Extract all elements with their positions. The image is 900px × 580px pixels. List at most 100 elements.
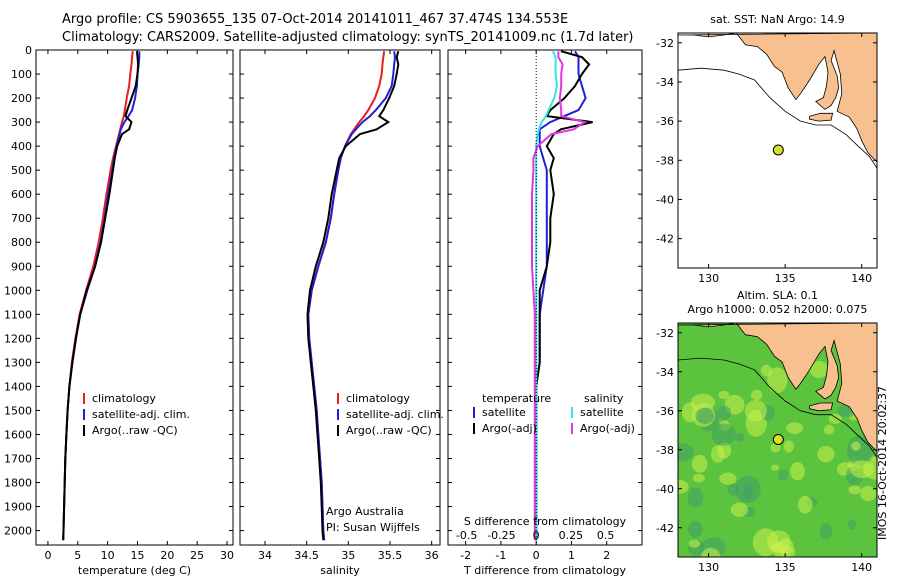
x-tick-label: 30 (220, 549, 234, 562)
sla-anomaly (777, 538, 794, 555)
sla-anomaly (744, 399, 767, 422)
map-frame (677, 322, 878, 558)
sla-anomaly (692, 473, 705, 483)
sla-anomaly (678, 479, 689, 494)
x2-axis-label: S difference from climatology (464, 515, 627, 528)
y-tick-label: -38 (656, 154, 674, 167)
sla-anomaly (710, 445, 725, 463)
y-tick-label: 1700 (4, 452, 32, 465)
map-content (678, 323, 877, 557)
x-tick-label: 140 (851, 272, 872, 285)
kangaroo-island (809, 112, 834, 122)
x-tick-label: 2 (603, 549, 610, 562)
y-tick-label: 1300 (4, 356, 32, 369)
y-tick-label: 2000 (4, 525, 32, 538)
x-tick-label: 135 (775, 561, 796, 574)
x-tick-label: 35.5 (378, 549, 403, 562)
map-title: Altim. SLA: 0.1 (737, 289, 818, 302)
y-tick-label: -34 (656, 76, 674, 89)
panel-sla_map: -32 -34 -36 -38 -40 -42 130 135 140 Altim. SLA: 0… (656, 289, 878, 574)
x-tick-label: 34.5 (294, 549, 319, 562)
legend-entry: satellite-adj. clim. (92, 408, 190, 421)
sla-anomaly (687, 520, 703, 538)
y-tick-label: 100 (11, 68, 32, 81)
sla-anomaly (819, 523, 833, 540)
legend-entry: satellite (482, 406, 526, 419)
float-position-marker (772, 433, 784, 445)
sla-anomaly (688, 539, 701, 548)
y-tick-label: 1800 (4, 477, 32, 490)
x-tick-label: 140 (851, 561, 872, 574)
sla-anomaly (809, 360, 829, 379)
sla-anomaly (687, 487, 704, 508)
y-tick-label: -38 (656, 444, 674, 457)
series-line-argorawqc (62, 51, 140, 541)
map-subtitle: Argo h1000: 0.052 h2000: 0.075 (688, 303, 868, 316)
annotation-text: PI: Susan Wijffels (326, 521, 420, 534)
x-tick-label: 35 (341, 549, 355, 562)
shelf-contour (678, 357, 877, 458)
sla-anomaly (717, 405, 732, 420)
y-tick-label: 1000 (4, 284, 32, 297)
plot-frame (447, 49, 643, 546)
legend-entry: climatology (346, 392, 410, 405)
y-tick-label: -32 (656, 327, 674, 340)
y-tick-label: -36 (656, 115, 674, 128)
x-tick-label: 130 (698, 272, 719, 285)
x-tick-label: 25 (190, 549, 204, 562)
x-tick-label: -2 (460, 549, 471, 562)
x-tick-label: -1 (495, 549, 506, 562)
sla-anomaly (851, 441, 861, 451)
sla-anomaly (735, 432, 745, 442)
sla-anomaly (767, 367, 788, 394)
annotation-text: Argo Australia (326, 505, 404, 518)
y-tick-label: -42 (656, 233, 674, 246)
plot-frame (239, 49, 441, 546)
y-tick-label: 900 (11, 260, 32, 273)
legend-entry: Argo(-adj) (482, 422, 537, 435)
land-mass (678, 323, 877, 453)
header-line-1: Argo profile: CS 5903655_135 07-Oct-2014… (62, 12, 569, 27)
legend-entry: Argo(-adj) (580, 422, 635, 435)
x-tick-label: 135 (775, 272, 796, 285)
x-axis-label: T difference from climatology (463, 564, 626, 577)
x-tick-label: 15 (130, 549, 144, 562)
sla-anomaly (786, 422, 804, 435)
sla-anomaly (752, 528, 779, 557)
x-tick-label: 0 (533, 549, 540, 562)
legend-entry: climatology (92, 392, 156, 405)
sla-anomaly (770, 442, 781, 453)
panel-temperature: 0100200300400500600700800900100011001200… (4, 44, 234, 577)
x2-tick-label: -0.5 (456, 529, 477, 542)
x2-tick-label: 0.5 (597, 529, 615, 542)
panel-salinity: 34 34.5 35 35.5 36 salinity climatology satelli… (239, 49, 444, 577)
series-line-argoadj (531, 51, 588, 541)
y-tick-label: 400 (11, 140, 32, 153)
legend-entry: satellite (580, 406, 624, 419)
x-axis-label: salinity (320, 564, 360, 577)
sla-anomaly (678, 443, 694, 462)
sla-anomaly (695, 407, 714, 424)
panel-sst_map: -32 -34 -36 -38 -40 -42 130 135 140 sat. SST: NaN… (656, 13, 878, 285)
y-tick-label: -36 (656, 405, 674, 418)
y-tick-label: 0 (25, 44, 32, 57)
land-mass (678, 33, 877, 163)
y-tick-label: 300 (11, 116, 32, 129)
sla-anomaly (797, 495, 813, 514)
x-tick-label: 5 (74, 549, 81, 562)
x-tick-label: 0 (44, 549, 51, 562)
x-tick-label: 34 (258, 549, 272, 562)
sla-anomaly (848, 485, 862, 495)
x2-tick-label: -0.25 (487, 529, 515, 542)
sla-anomaly (718, 390, 730, 400)
header-line-2: Climatology: CARS2009. Satellite-adjuste… (62, 30, 634, 45)
sla-anomaly (790, 462, 805, 481)
map-title: sat. SST: NaN Argo: 14.9 (710, 13, 844, 26)
y-tick-label: 1500 (4, 404, 32, 417)
y-tick-label: 1100 (4, 308, 32, 321)
sla-anomaly (823, 424, 835, 435)
x-tick-label: 130 (698, 561, 719, 574)
y-tick-label: -32 (656, 37, 674, 50)
plot-frame (35, 49, 234, 546)
